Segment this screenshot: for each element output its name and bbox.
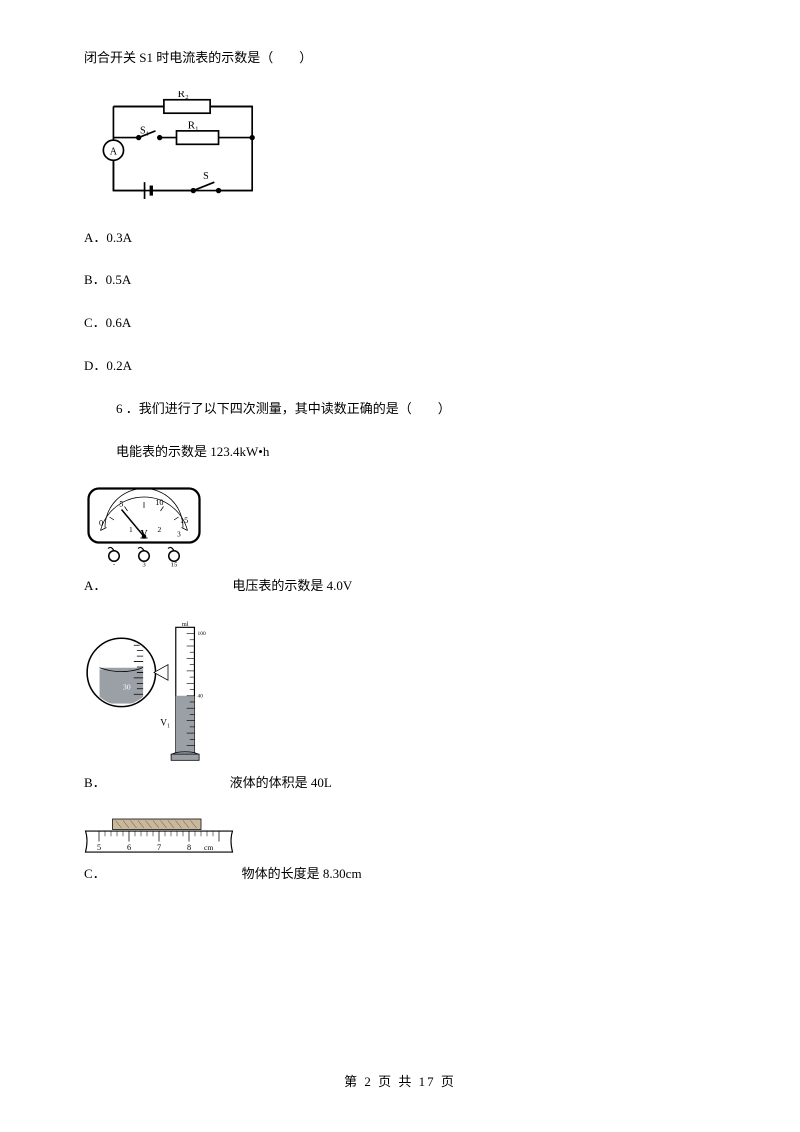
ruler-8: 8 (187, 843, 191, 852)
cyl-t40: 40 (198, 694, 204, 700)
voltmeter-figure: 0 5 10 15 1 2 3 V - 3 15 (84, 484, 204, 567)
ruler-5: 5 (97, 843, 101, 852)
zoom-tick-40: 40 (123, 652, 131, 661)
voltmeter-v-label: V (140, 529, 147, 540)
voltmeter-minor-1: 1 (129, 525, 133, 534)
voltmeter-tick-5: 5 (119, 500, 123, 509)
page-footer: 第 2 页 共 17 页 (0, 1071, 800, 1090)
cylinder-v1: V₁ (160, 719, 170, 729)
q5-stem: 闭合开关 S1 时电流表的示数是（ ） (84, 48, 716, 69)
q5-option-a: A．0.3A (84, 228, 716, 249)
q6-optB-prefix: B． (84, 773, 106, 794)
q6-option-b: B． 液体的体积是 40L (84, 773, 716, 794)
q6-optC-text: 物体的长度是 8.30cm (242, 864, 362, 885)
label-r1: R₁ (188, 119, 199, 131)
ruler-6: 6 (127, 843, 131, 852)
zoom-tick-30: 30 (123, 683, 131, 692)
voltmeter-btn-15: 15 (171, 562, 178, 567)
label-s1: S₁ (140, 125, 149, 136)
q6-optB-text: 液体的体积是 40L (230, 773, 332, 794)
ruler-7: 7 (157, 843, 161, 852)
q5-option-d: D．0.2A (84, 356, 716, 377)
voltmeter-tick-0: 0 (99, 519, 103, 528)
label-a: A (110, 146, 118, 157)
q6-optC-prefix: C． (84, 864, 106, 885)
q6-option-a: A． 电压表的示数是 4.0V (84, 576, 716, 597)
q6-option-c: C． 物体的长度是 8.30cm (84, 864, 716, 885)
q6-optA-prefix: A． (84, 576, 106, 597)
voltmeter-btn-neg: - (113, 562, 115, 567)
voltmeter-tick-10: 10 (155, 498, 163, 507)
circuit-diagram: R₂ R₁ S₁ S A (84, 91, 269, 201)
q5-option-c: C．0.6A (84, 313, 716, 334)
cylinder-ml: ml (182, 621, 189, 628)
q6-sub1: 电能表的示数是 123.4kW•h (84, 442, 716, 463)
voltmeter-tick-15: 15 (180, 516, 188, 525)
label-r2: R₂ (178, 91, 189, 100)
label-s: S (203, 171, 209, 182)
voltmeter-minor-2: 2 (158, 525, 162, 534)
page-content: 闭合开关 S1 时电流表的示数是（ ） (0, 0, 800, 884)
ruler-figure: 5 6 7 8 cm (84, 816, 234, 861)
q5-option-b: B．0.5A (84, 270, 716, 291)
voltmeter-btn-3: 3 (142, 562, 146, 567)
q6-stem: 6 ．我们进行了以下四次测量，其中读数正确的是（ ） (84, 399, 716, 420)
cyl-t100: 100 (198, 632, 206, 638)
cylinder-figure: 40 30 ml 100 40 V₁ (84, 618, 224, 766)
q6-optA-text: 电压表的示数是 4.0V (232, 576, 352, 597)
ruler-cm: cm (204, 843, 213, 852)
voltmeter-minor-3: 3 (177, 530, 181, 539)
